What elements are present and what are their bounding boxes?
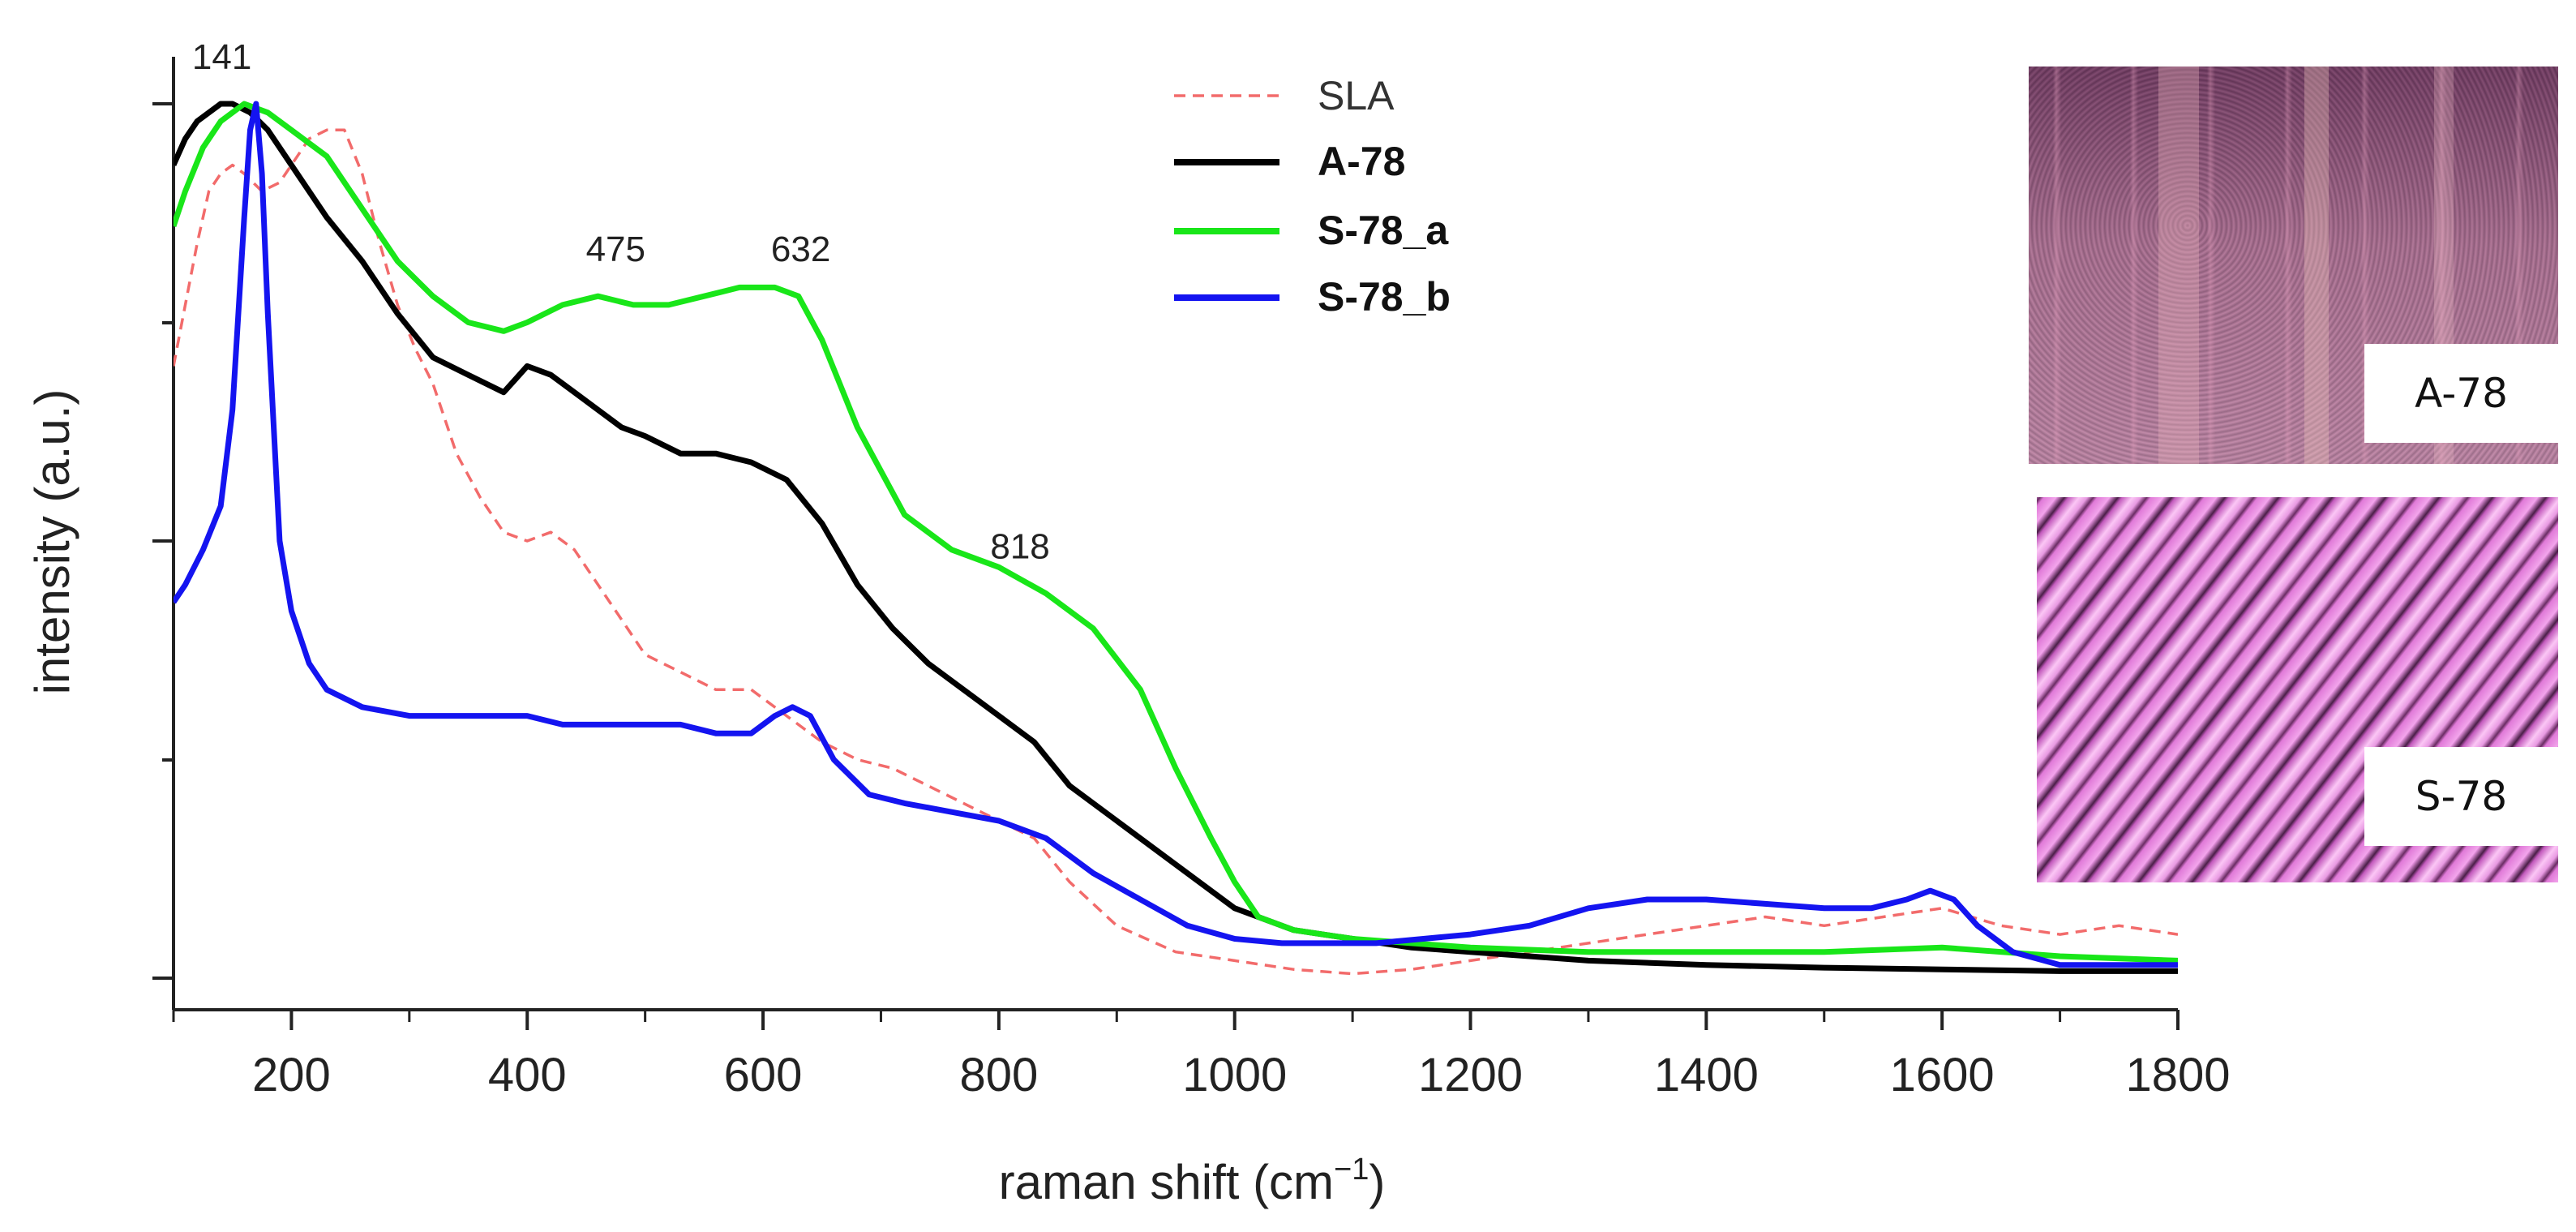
x-tick-label-200: 200 <box>252 1049 331 1101</box>
x-axis-title-main: raman shift (cm <box>999 1155 1334 1209</box>
legend-label-a-78: A-78 <box>1318 139 1405 184</box>
y-ticks <box>152 102 174 980</box>
x-axis-title: raman shift (cm−1) <box>999 1153 1386 1209</box>
y-axis-title: intensity (a.u.) <box>25 389 79 695</box>
inset-label-s-78: S-78 <box>2364 747 2558 846</box>
x-tick-label-1800: 1800 <box>2125 1049 2230 1101</box>
x-tick-label-1600: 1600 <box>1890 1049 1995 1101</box>
series-line-s-78-a <box>174 101 2178 964</box>
x-axis-title-close: ) <box>1369 1155 1385 1209</box>
peak-annotation-141: 141 <box>192 37 251 77</box>
series-line-a-78 <box>174 101 2178 974</box>
x-tick-label-1400: 1400 <box>1654 1049 1759 1101</box>
legend-label-s-78-b: S-78_b <box>1318 274 1451 320</box>
x-ticks <box>172 1010 2180 1030</box>
x-tick-label-600: 600 <box>724 1049 803 1101</box>
legend-label-sla: SLA <box>1318 73 1395 118</box>
legend-label-s-78-a: S-78_a <box>1318 208 1449 253</box>
x-axis-title-sup: −1 <box>1334 1153 1369 1187</box>
inset-micrograph-s-78: S-78 <box>2037 497 2558 882</box>
inset-micrograph-a-78: A-78 <box>2029 67 2558 464</box>
x-tick-label-800: 800 <box>959 1049 1038 1101</box>
peak-annotation-818: 818 <box>990 527 1049 567</box>
legend: SLA A-78 S-78_a S-78_b <box>1174 73 1451 320</box>
x-tick-label-1200: 1200 <box>1418 1049 1523 1101</box>
series-line-s-78-b <box>174 101 2178 968</box>
peak-annotation-475: 475 <box>586 230 645 269</box>
x-tick-label-1000: 1000 <box>1182 1049 1287 1101</box>
x-tick-labels: 200 400 600 800 1000 1200 1400 1600 1800 <box>252 1049 2230 1101</box>
series-line-sla <box>174 128 2178 976</box>
peak-annotation-632: 632 <box>771 230 830 269</box>
x-tick-label-400: 400 <box>488 1049 567 1101</box>
inset-label-a-78: A-78 <box>2364 344 2558 443</box>
